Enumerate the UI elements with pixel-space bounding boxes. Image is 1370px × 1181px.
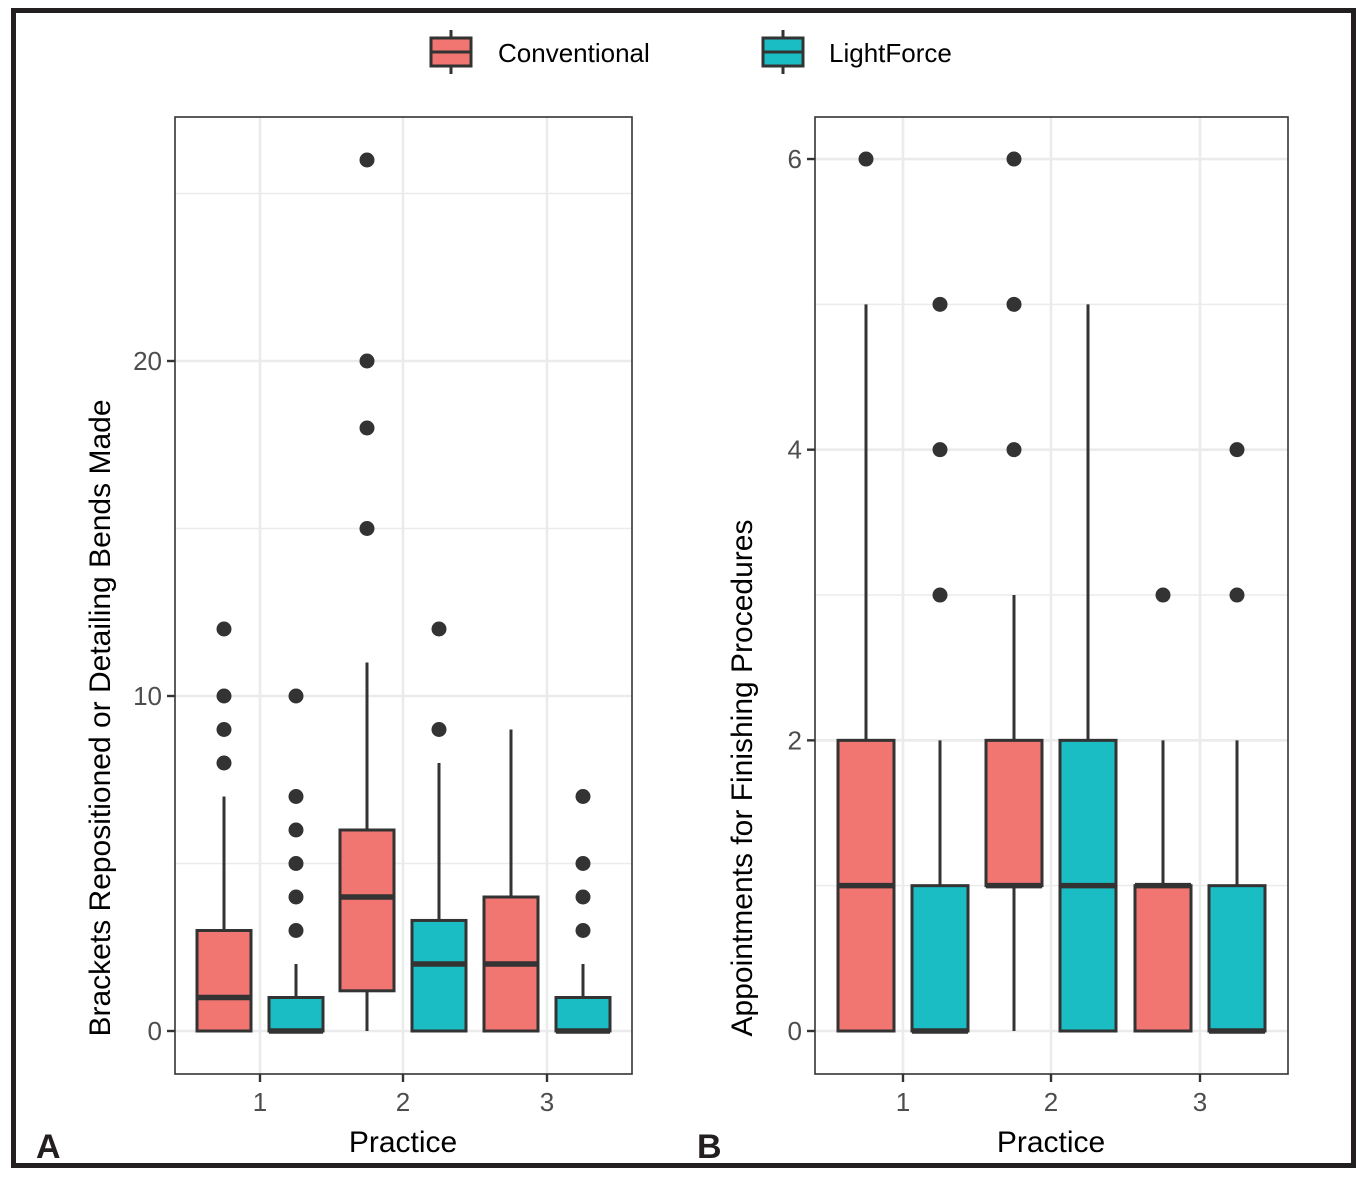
y-tick-label: 6	[788, 144, 802, 174]
iqr-box	[195, 929, 253, 1033]
x-tick-label: 1	[896, 1087, 910, 1117]
iqr-box	[910, 884, 970, 1033]
outlier-point	[932, 587, 948, 603]
panel-label-a: A	[36, 1128, 61, 1166]
iqr-box	[554, 996, 612, 1033]
iqr-box	[338, 828, 396, 993]
outlier-point	[288, 688, 304, 704]
panel-a-x-axis-title: Practice	[349, 1126, 457, 1159]
outlier-point	[216, 722, 232, 737]
legend-item-conventional: Conventional	[429, 30, 650, 74]
boxplot-lightforce-practice-1	[267, 688, 325, 1034]
outlier-point	[359, 521, 375, 536]
outlier-point	[575, 856, 591, 871]
iqr-box	[410, 918, 468, 1033]
outlier-point	[1229, 442, 1245, 458]
panel-b-boxplots	[836, 151, 1267, 1034]
outlier-point	[932, 296, 948, 312]
x-tick-label: 1	[253, 1087, 267, 1117]
panel-b-y-axis-title: Appointments for Finishing Procedures	[726, 520, 759, 1037]
outlier-point	[288, 856, 304, 871]
boxplot-conventional-practice-1	[836, 151, 896, 1033]
boxplot-lightforce-practice-2	[1058, 304, 1118, 1033]
panel-a-y-axis-title: Brackets Repositioned or Detailing Bends…	[84, 399, 117, 1036]
outlier-point	[1006, 442, 1022, 458]
x-tick-label: 3	[1193, 1087, 1207, 1117]
outlier-point	[288, 889, 304, 905]
legend: Conventional LightForce	[429, 30, 952, 74]
outlier-point	[1155, 587, 1171, 603]
y-tick-label: 0	[788, 1016, 802, 1046]
panel-a-x-axis: 1 2 3	[253, 1074, 554, 1117]
outlier-point	[1006, 151, 1022, 167]
outlier-point	[359, 152, 375, 168]
outlier-point	[359, 420, 375, 436]
boxplot-lightforce-practice-2	[410, 621, 468, 1033]
legend-label-lightforce: LightForce	[829, 38, 952, 68]
panel-a-y-axis: 0 10 20	[133, 346, 175, 1046]
y-tick-label: 10	[133, 681, 162, 711]
legend-key-lightforce	[761, 30, 805, 74]
x-tick-label: 2	[1044, 1087, 1058, 1117]
legend-item-lightforce: LightForce	[761, 30, 952, 74]
outlier-point	[288, 789, 304, 804]
outlier-point	[359, 353, 375, 369]
outlier-point	[288, 822, 304, 838]
boxplot-conventional-practice-1	[195, 621, 253, 1033]
panel-b-x-axis: 1 2 3	[896, 1074, 1207, 1117]
outlier-point	[932, 442, 948, 458]
y-tick-label: 4	[788, 435, 802, 465]
boxplot-lightforce-practice-1	[910, 296, 970, 1034]
panel-b: 0 2 4 6 1 2 3 Practice Appointments for Finis…	[697, 116, 1289, 1166]
iqr-box	[984, 738, 1044, 888]
outlier-point	[1006, 296, 1022, 312]
outlier-point	[431, 722, 447, 737]
panel-label-b: B	[697, 1128, 722, 1166]
panel-b-x-axis-title: Practice	[997, 1126, 1105, 1159]
outlier-point	[575, 923, 591, 938]
legend-label-conventional: Conventional	[498, 38, 650, 68]
outlier-point	[216, 688, 232, 704]
boxplot-lightforce-practice-3	[554, 789, 612, 1034]
iqr-box	[1207, 884, 1267, 1033]
outlier-point	[1229, 587, 1245, 603]
y-tick-label: 20	[133, 346, 162, 376]
y-tick-label: 2	[788, 725, 802, 755]
x-tick-label: 3	[540, 1087, 554, 1117]
panel-a-boxplots	[195, 152, 612, 1034]
boxplot-conventional-practice-2	[984, 151, 1044, 1031]
iqr-box	[1133, 884, 1193, 1033]
outlier-point	[575, 789, 591, 804]
boxplot-conventional-practice-3	[1133, 587, 1193, 1033]
iqr-box	[267, 996, 325, 1033]
boxplot-lightforce-practice-3	[1207, 442, 1267, 1034]
y-tick-label: 0	[148, 1016, 162, 1046]
outlier-point	[575, 889, 591, 905]
panel-a: 0 10 20 1 2 3 Practice Brackets Repositioned…	[36, 116, 633, 1166]
panel-b-y-axis: 0 2 4 6	[788, 144, 815, 1046]
outlier-point	[216, 621, 232, 637]
panel-a-gridlines	[175, 117, 632, 1074]
boxplot-conventional-practice-2	[338, 152, 396, 1031]
outlier-point	[216, 755, 232, 771]
legend-key-conventional	[429, 30, 473, 74]
outlier-point	[288, 923, 304, 938]
outlier-point	[431, 621, 447, 637]
outlier-point	[858, 151, 874, 167]
x-tick-label: 2	[396, 1087, 410, 1117]
boxplot-conventional-practice-3	[482, 729, 540, 1033]
